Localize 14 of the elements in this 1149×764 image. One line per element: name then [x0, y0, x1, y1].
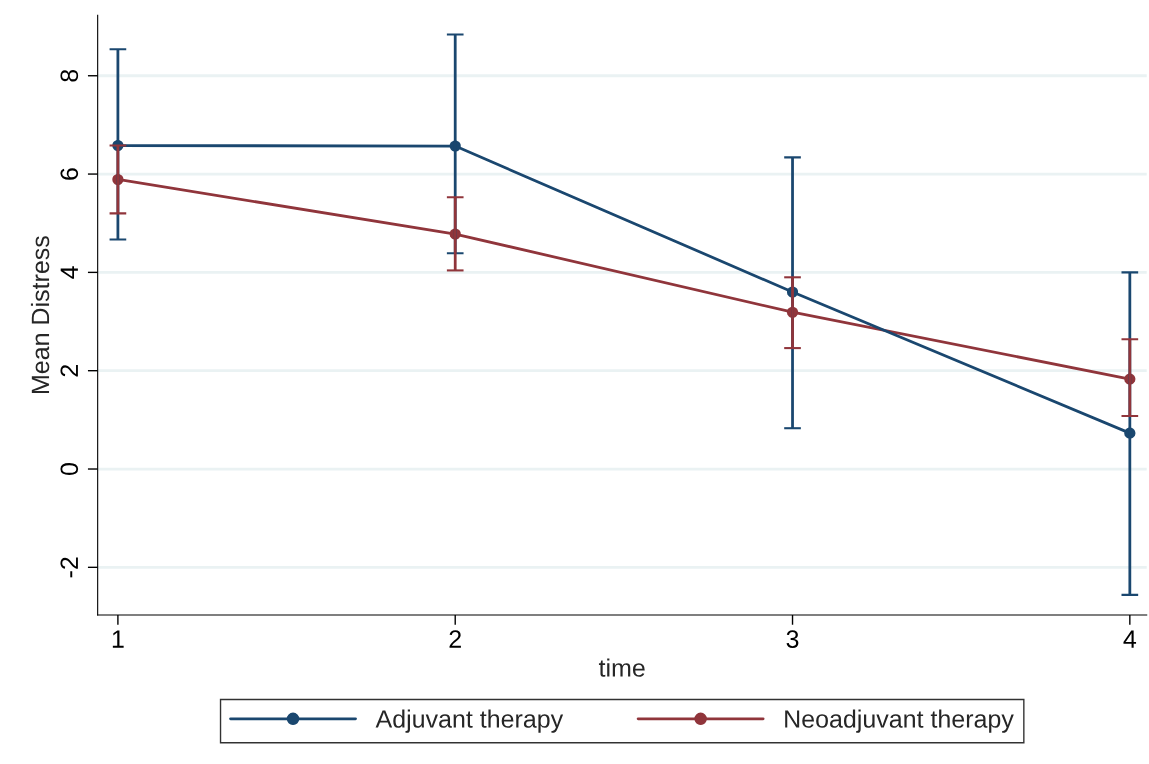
x-tick-label: 4	[1123, 630, 1137, 648]
y-tick-label: 0	[60, 463, 79, 475]
legend-label: Adjuvant therapy	[375, 709, 564, 733]
y-tick-label: 2	[60, 365, 78, 377]
y-tick-label: 4	[60, 266, 78, 279]
x-tick-label: 3	[786, 630, 799, 648]
y-tick-label: -2	[60, 557, 78, 578]
x-tick-label: 2	[449, 630, 461, 648]
y-tick-label: 8	[60, 69, 79, 82]
x-axis-title: time	[598, 658, 645, 677]
legend-label: Neoadjuvant therapy	[785, 709, 1014, 733]
y-tick-label: 6	[60, 168, 79, 180]
x-tick-label: 1	[112, 630, 124, 648]
y-axis-title: Mean Distress	[30, 236, 50, 393]
